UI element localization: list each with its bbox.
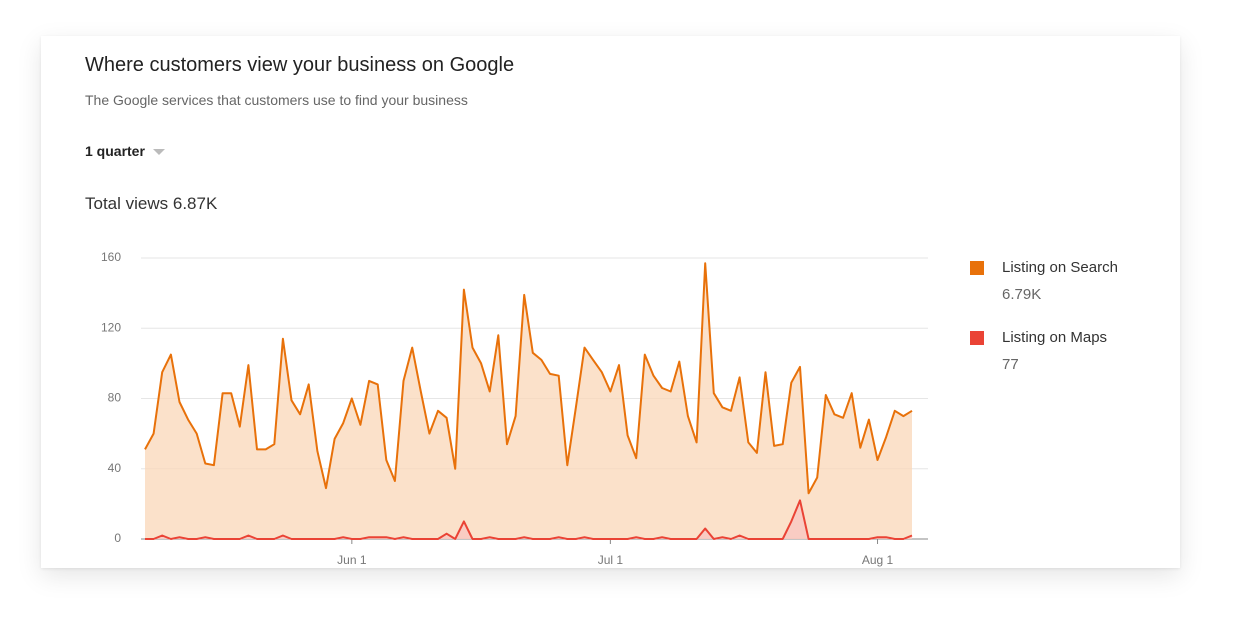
series-line bbox=[144, 262, 913, 495]
y-tick-label: 40 bbox=[108, 461, 122, 475]
y-tick-label: 0 bbox=[114, 531, 121, 545]
legend-swatch bbox=[970, 261, 984, 275]
period-dropdown[interactable]: 1 quarter bbox=[85, 143, 165, 159]
legend-total: 6.79K bbox=[1002, 286, 1041, 303]
legend-label: Listing on Maps bbox=[1002, 329, 1107, 346]
dropdown-arrow bbox=[152, 149, 165, 156]
total-views-label: Total views bbox=[85, 194, 169, 213]
legend-swatch bbox=[970, 331, 984, 345]
total-views-value: 6.87K bbox=[172, 194, 218, 213]
period-label: 1 quarter bbox=[85, 143, 145, 159]
chart: 0 40 80 120 160 Jun 1 Jul 1 Aug 1 Listing on Sea… bbox=[101, 250, 1118, 567]
y-tick-label: 80 bbox=[108, 391, 122, 405]
card-subtitle: The Google services that customers use t… bbox=[85, 92, 468, 108]
total-views: Total views 6.87K bbox=[85, 194, 217, 214]
legend-label: Listing on Search bbox=[1002, 259, 1118, 276]
x-tick-label: Jul 1 bbox=[598, 553, 624, 567]
card: Where customers view your business on Go… bbox=[41, 36, 1180, 568]
y-tick-label: 120 bbox=[101, 320, 121, 334]
legend-total: 77 bbox=[1002, 356, 1019, 373]
x-tick-label: Aug 1 bbox=[862, 553, 894, 567]
card-title: Where customers view your business on Go… bbox=[85, 54, 515, 76]
x-tick-label: Jun 1 bbox=[337, 553, 367, 567]
series-line bbox=[145, 499, 913, 540]
y-tick-label: 160 bbox=[101, 250, 121, 264]
series-area bbox=[145, 263, 912, 539]
